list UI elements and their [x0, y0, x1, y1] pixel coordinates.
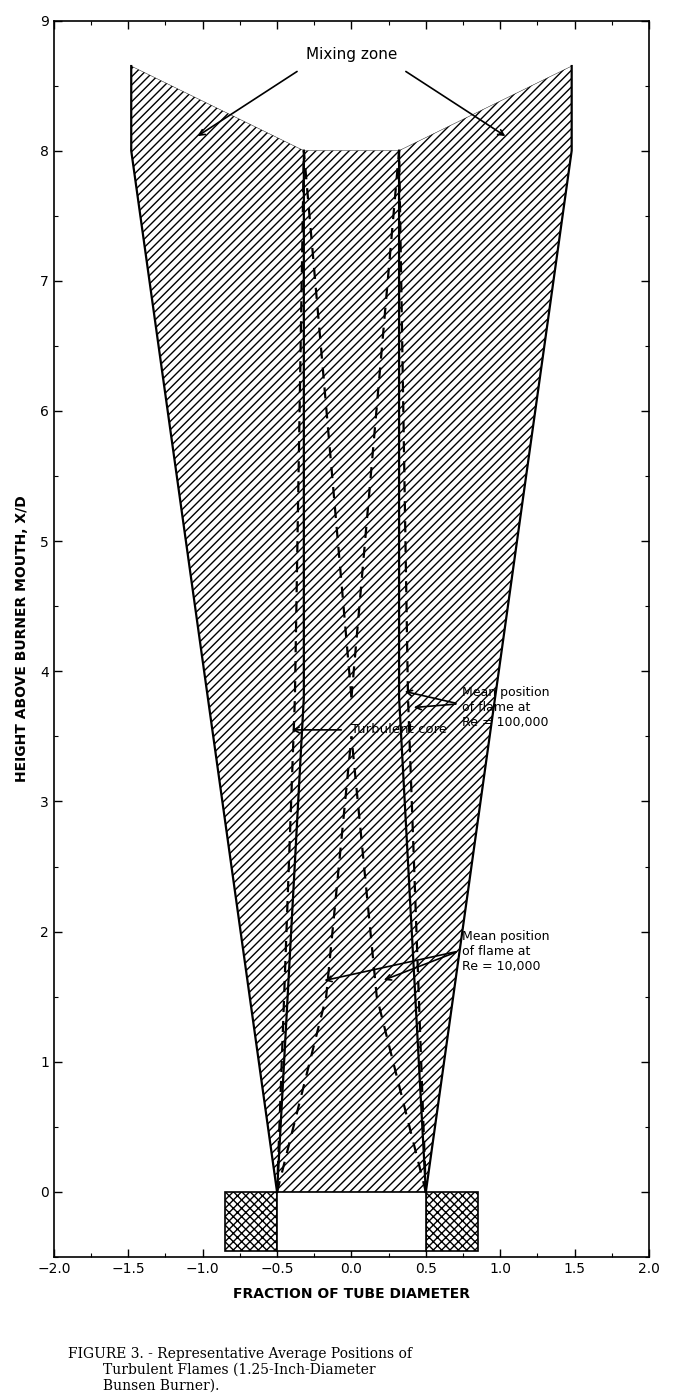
Text: Mean position
of flame at
Re = 10,000: Mean position of flame at Re = 10,000 — [462, 930, 549, 973]
Text: Mean position
of flame at
Re = 100,000: Mean position of flame at Re = 100,000 — [462, 686, 549, 729]
Polygon shape — [426, 1191, 478, 1250]
Polygon shape — [277, 1191, 426, 1250]
Text: FIGURE 3. - Representative Average Positions of
        Turbulent Flames (1.25-I: FIGURE 3. - Representative Average Posit… — [68, 1347, 412, 1393]
Text: Mixing zone: Mixing zone — [306, 48, 397, 62]
Text: Turbulent core: Turbulent core — [352, 724, 448, 736]
Polygon shape — [225, 1191, 277, 1250]
X-axis label: FRACTION OF TUBE DIAMETER: FRACTION OF TUBE DIAMETER — [233, 1287, 470, 1301]
Y-axis label: HEIGHT ABOVE BURNER MOUTH, X/D: HEIGHT ABOVE BURNER MOUTH, X/D — [15, 496, 29, 783]
